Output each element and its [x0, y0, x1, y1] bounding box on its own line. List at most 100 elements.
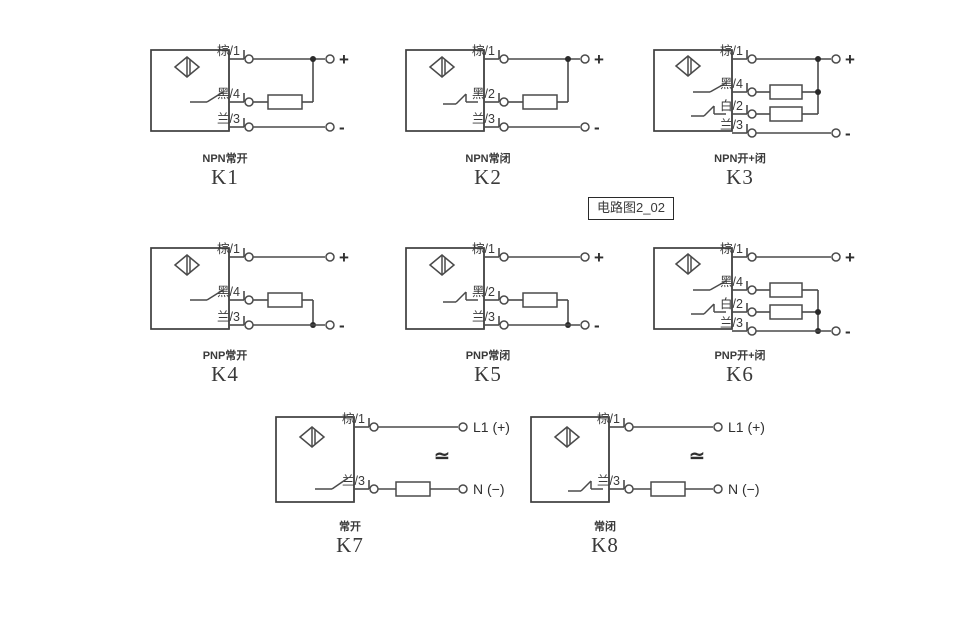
contact-symbol-k3-nc — [691, 105, 726, 117]
rail-terminal-k8-neutral — [713, 484, 723, 494]
contact-symbol-k7 — [315, 477, 349, 490]
proximity-sensor-diamond-icon — [173, 254, 201, 276]
terminal-k6-2 — [747, 307, 757, 317]
caption-designator-k7: K7 — [336, 533, 364, 557]
proximity-sensor-diamond-icon — [553, 426, 581, 448]
contact-symbol-k2 — [443, 93, 478, 105]
label-k6-white: 白/2 — [720, 296, 743, 311]
rail-label-k1-positive: + — [339, 50, 349, 69]
terminal-k7-1 — [369, 422, 379, 432]
circuit-k8: 棕/1 兰/3 L1 (+) N (−) ≃ — [525, 405, 775, 515]
caption-designator-k8: K8 — [591, 533, 619, 557]
proximity-sensor-diamond-icon — [674, 55, 702, 77]
proximity-sensor-diamond-icon — [428, 56, 456, 78]
caption-desc-k8: 常闭 — [594, 521, 616, 533]
load-resistor-k5 — [522, 292, 558, 308]
label-k8-blue: 兰/3 — [597, 474, 620, 488]
label-k3-brown: 棕/1 — [720, 43, 743, 58]
sheet-label: 电路图2_02 — [588, 197, 674, 221]
caption-designator-k6: K6 — [726, 362, 754, 386]
terminal-k4-3 — [244, 320, 254, 330]
terminal-k5-2 — [499, 295, 509, 305]
rail-label-k5-positive: + — [594, 248, 604, 267]
terminal-k4-4 — [244, 295, 254, 305]
terminal-k2-2 — [499, 97, 509, 107]
terminal-k1-3 — [244, 122, 254, 132]
label-k6-brown: 棕/1 — [720, 241, 743, 256]
junction-dot-k2 — [565, 56, 571, 62]
proximity-sensor-diamond-icon — [428, 254, 456, 276]
caption-designator-k3: K3 — [726, 165, 754, 189]
label-k8-brown: 棕/1 — [597, 411, 620, 426]
rail-label-k8-line: L1 (+) — [728, 419, 765, 435]
rail-terminal-k4-negative — [325, 320, 335, 330]
rail-terminal-k4-positive — [325, 252, 335, 262]
load-resistor-k1 — [267, 94, 303, 110]
caption-desc-k2: NPN常闭 — [465, 153, 511, 165]
contact-symbol-k6-no — [693, 280, 727, 291]
caption-desc-k6: PNP开+闭 — [714, 350, 766, 362]
terminal-k8-1 — [624, 422, 634, 432]
rail-label-k4-positive: + — [339, 248, 349, 267]
caption-designator-k5: K5 — [474, 362, 502, 386]
terminal-k3-2 — [747, 109, 757, 119]
terminal-k5-3 — [499, 320, 509, 330]
junction-dot-k3-top — [815, 56, 821, 62]
terminal-k6-1 — [747, 252, 757, 262]
circuit-k5: 棕/1 黑/2 兰/3 + - — [400, 240, 610, 345]
label-k4-black: 黑/4 — [217, 285, 240, 299]
label-k4-blue: 兰/3 — [217, 310, 240, 324]
load-resistor-k3-b — [769, 106, 803, 122]
load-resistor-k3-a — [769, 84, 803, 100]
junction-dot-k1 — [310, 56, 316, 62]
rail-terminal-k3-positive — [831, 54, 841, 64]
label-k5-brown: 棕/1 — [472, 241, 495, 256]
label-k5-black: 黑/2 — [472, 285, 495, 299]
terminal-k2-1 — [499, 54, 509, 64]
contact-symbol-k3-no — [693, 82, 727, 93]
rail-terminal-k7-neutral — [458, 484, 468, 494]
rail-label-k8-neutral: N (−) — [728, 481, 760, 497]
contact-symbol-k1 — [190, 91, 224, 103]
rail-terminal-k1-negative — [325, 122, 335, 132]
sensor-body-k6 — [653, 247, 733, 330]
ac-supply-icon: ≃ — [689, 446, 705, 467]
rail-label-k1-negative: - — [339, 118, 345, 137]
terminal-k6-3 — [747, 326, 757, 336]
label-k5-blue: 兰/3 — [472, 310, 495, 324]
ac-supply-icon: ≃ — [434, 446, 450, 467]
terminal-k3-1 — [747, 54, 757, 64]
sensor-body-k3 — [653, 49, 733, 132]
load-resistor-k6-a — [769, 282, 803, 298]
label-k6-black: 黑/4 — [720, 275, 743, 289]
circuit-k2: 棕/1 黑/2 兰/3 + - — [400, 40, 610, 145]
contact-symbol-k6-nc — [691, 303, 726, 315]
rail-label-k7-neutral: N (−) — [473, 481, 505, 497]
caption-designator-k2: K2 — [474, 165, 502, 189]
label-k7-blue: 兰/3 — [342, 474, 365, 488]
load-resistor-k4 — [267, 292, 303, 308]
label-k1-black: 黑/4 — [217, 87, 240, 101]
terminal-k1-4 — [244, 97, 254, 107]
label-k3-white: 白/2 — [720, 98, 743, 113]
terminal-k4-1 — [244, 252, 254, 262]
rail-label-k6-positive: + — [845, 248, 855, 267]
circuit-k4: 棕/1 黑/4 兰/3 + - — [145, 240, 355, 345]
contact-symbol-k5 — [443, 291, 478, 303]
label-k2-black: 黑/2 — [472, 87, 495, 101]
proximity-sensor-diamond-icon — [173, 56, 201, 78]
rail-label-k3-negative: - — [845, 124, 851, 143]
caption-desc-k1: NPN常开 — [202, 153, 248, 165]
terminal-k3-4 — [747, 87, 757, 97]
label-k2-blue: 兰/3 — [472, 112, 495, 126]
rail-terminal-k3-negative — [831, 128, 841, 138]
rail-terminal-k8-line — [713, 422, 723, 432]
rail-label-k3-positive: + — [845, 50, 855, 69]
terminal-k1-1 — [244, 54, 254, 64]
circuit-k6: 棕/1 黑/4 白/2 兰/3 + - — [648, 240, 863, 345]
terminal-k2-3 — [499, 122, 509, 132]
rail-terminal-k5-positive — [580, 252, 590, 262]
rail-terminal-k5-negative — [580, 320, 590, 330]
rail-label-k7-line: L1 (+) — [473, 419, 510, 435]
